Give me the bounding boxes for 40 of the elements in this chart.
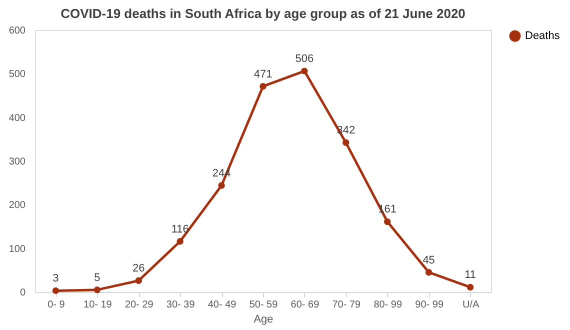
y-tick-label: 600 (8, 26, 26, 36)
point (176, 238, 184, 245)
x-tick-label: 70- 79 (332, 300, 362, 310)
point (94, 286, 101, 294)
point (384, 218, 391, 226)
point (218, 182, 225, 189)
x-tick-label: 20- 29 (124, 300, 154, 310)
data-label: 116 (171, 223, 189, 236)
y-tick-label: 200 (8, 200, 26, 212)
data-label: 3 (52, 272, 59, 285)
y-tick-label: 400 (8, 112, 26, 124)
chart-title: COVID-19 deaths in South Africa by age group as of 21 June 2020 (60, 6, 466, 21)
data-label: 45 (422, 254, 435, 266)
x-tick-label: 50- 59 (249, 300, 278, 310)
data-label: 11 (464, 269, 476, 282)
point (425, 269, 432, 276)
x-tick-label: 90- 99 (415, 300, 444, 310)
data-label: 471 (254, 68, 272, 80)
x-tick-label: U/A (462, 300, 480, 310)
point (260, 82, 266, 90)
data-label: 5 (94, 272, 100, 284)
data-label: 26 (132, 262, 145, 275)
legend-label: Deaths (525, 30, 560, 42)
point (301, 68, 308, 74)
point (466, 284, 474, 291)
point (52, 287, 60, 294)
y-tick-label: 100 (8, 244, 26, 255)
y-tick-label: 500 (8, 69, 26, 80)
x-axis-title: Age (254, 314, 274, 326)
point (342, 139, 350, 146)
x-tick-label: 40- 49 (208, 300, 237, 310)
x-tick-label: 60- 69 (290, 300, 320, 310)
data-label: 506 (295, 53, 314, 66)
x-tick-label: 0- 9 (48, 300, 66, 310)
y-tick-label: 0 (20, 288, 26, 298)
y-tick-label: 300 (8, 156, 26, 168)
x-tick-label: 80- 99 (374, 300, 402, 310)
x-tick-label: 30- 39 (166, 300, 196, 310)
x-tick-label: 10- 19 (84, 300, 112, 310)
point (135, 277, 142, 284)
